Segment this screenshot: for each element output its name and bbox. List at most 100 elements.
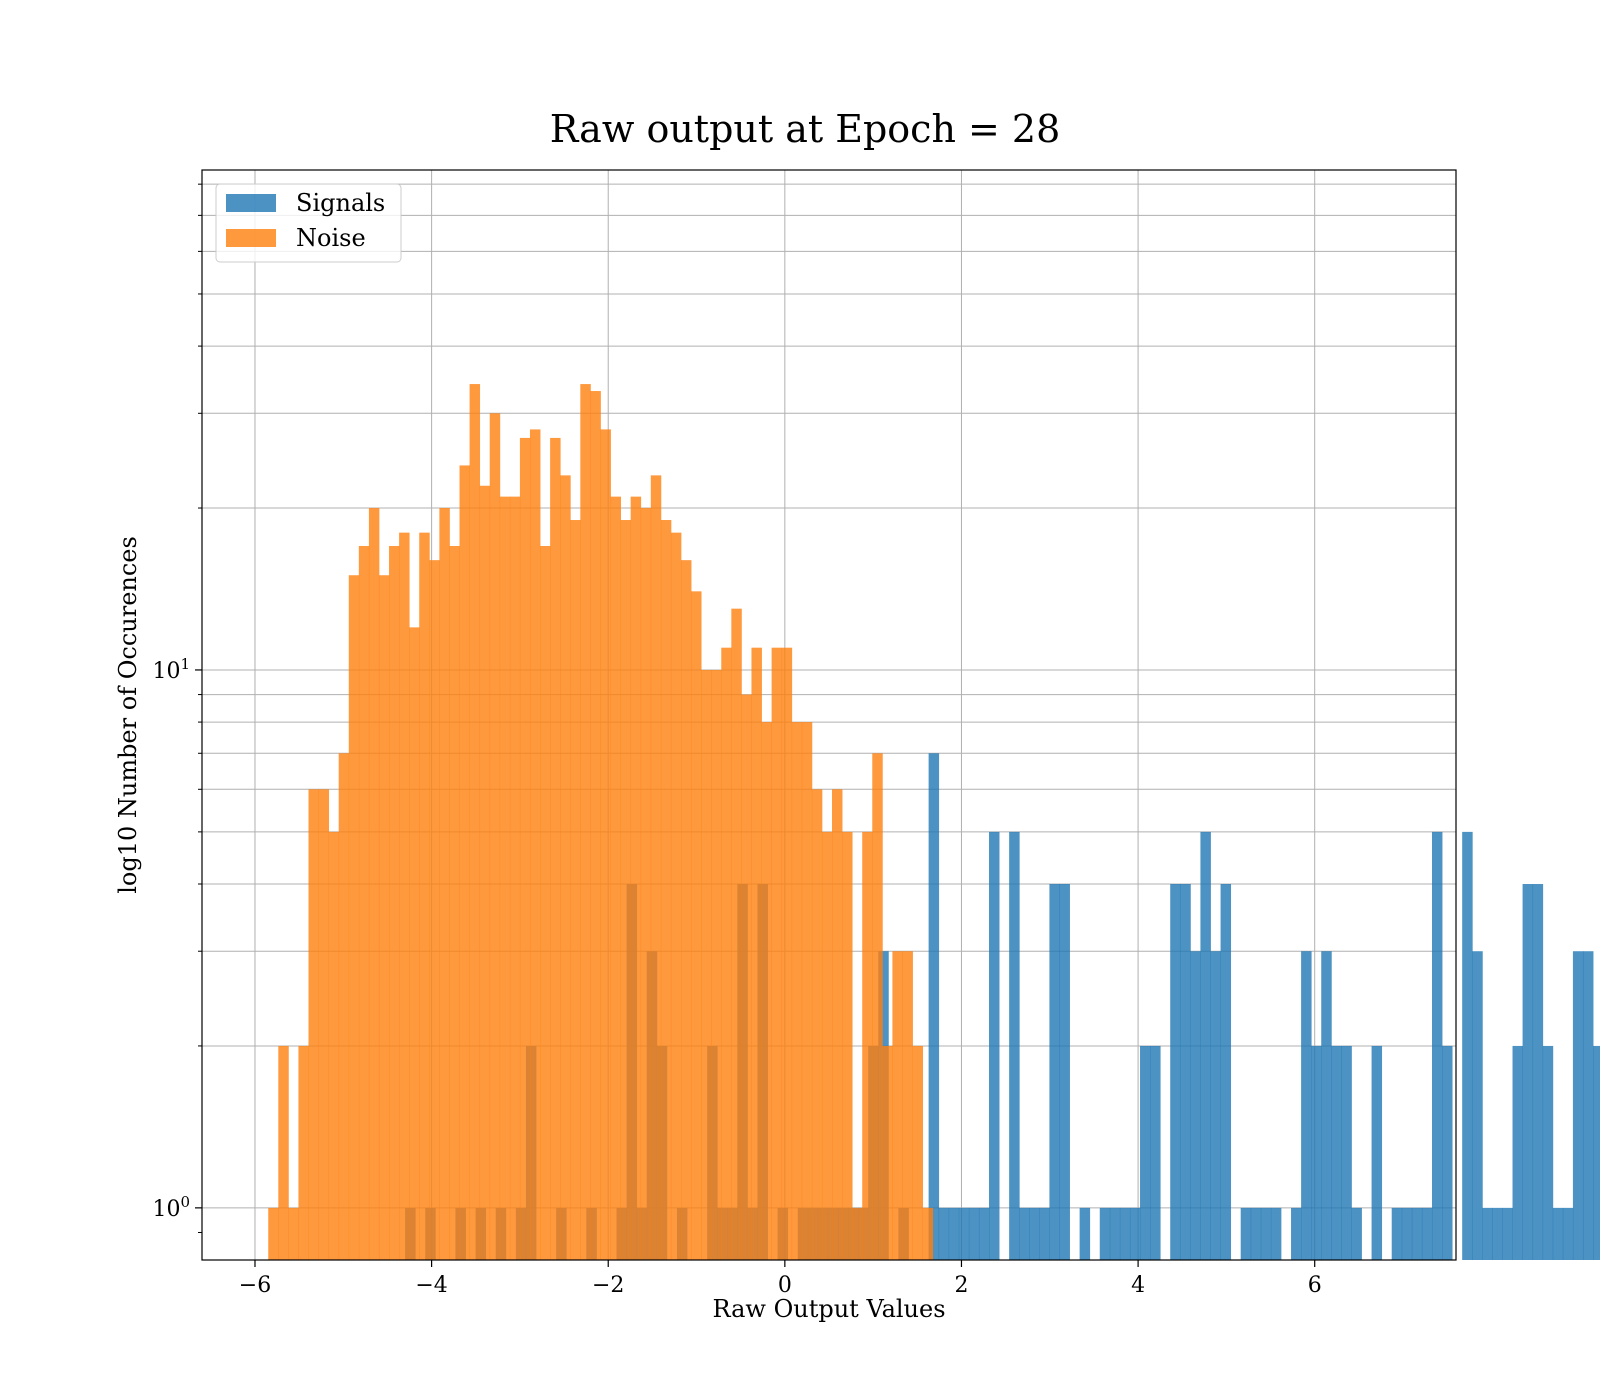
histogram-bar-noise bbox=[298, 1045, 309, 1260]
histogram-bar-noise bbox=[409, 627, 420, 1260]
histogram-bar-noise bbox=[801, 722, 813, 1260]
histogram-bar-signals bbox=[1562, 1207, 1574, 1260]
histogram-bar-signals bbox=[1180, 884, 1191, 1260]
histogram-bar-noise bbox=[862, 831, 873, 1260]
histogram-bar-noise bbox=[519, 437, 531, 1261]
histogram-bar-signals bbox=[1109, 1207, 1121, 1260]
histogram-bar-noise bbox=[439, 508, 450, 1260]
histogram-bar-signals bbox=[1542, 1045, 1554, 1260]
histogram-bar-noise bbox=[560, 475, 571, 1260]
histogram-bar-noise bbox=[419, 532, 430, 1260]
histogram-bar-signals bbox=[1351, 1207, 1362, 1260]
x-tick-label: 6 bbox=[1308, 1273, 1322, 1298]
histogram-bar-signals bbox=[1341, 1045, 1352, 1260]
plot-frame bbox=[201, 169, 1457, 1261]
histogram-bar-signals bbox=[1240, 1207, 1252, 1260]
x-tick-label: 2 bbox=[954, 1273, 968, 1298]
x-tick-label: 4 bbox=[1131, 1273, 1145, 1298]
histogram-bar-noise bbox=[741, 694, 752, 1260]
chart-title: Raw output at Epoch = 28 bbox=[550, 107, 1061, 151]
histogram-bar-signals bbox=[1572, 951, 1584, 1260]
histogram-bar-signals bbox=[1220, 884, 1232, 1260]
histogram-bar-signals bbox=[1250, 1207, 1262, 1260]
histogram-bar-noise bbox=[892, 951, 903, 1260]
histogram-bar-noise bbox=[680, 560, 692, 1260]
histogram-bar-signals bbox=[1049, 884, 1060, 1260]
histogram-bar-signals bbox=[1401, 1207, 1413, 1260]
histogram-bar-signals bbox=[1270, 1207, 1282, 1260]
histogram-bar-noise bbox=[278, 1045, 289, 1260]
histogram-bar-signals bbox=[1593, 1045, 1600, 1260]
legend: Signals Noise bbox=[215, 183, 402, 263]
histogram-bar-noise bbox=[781, 647, 793, 1260]
histogram-bar-noise bbox=[378, 575, 390, 1260]
histogram-bar-noise bbox=[852, 1207, 863, 1260]
histogram-bar-signals bbox=[1492, 1207, 1503, 1260]
histogram-bar-noise bbox=[811, 789, 823, 1260]
histogram-bar-signals bbox=[1462, 831, 1473, 1260]
histogram-bar-noise bbox=[691, 591, 702, 1260]
legend-label-signals: Signals bbox=[296, 189, 385, 217]
histogram-bar-signals bbox=[1582, 951, 1594, 1260]
histogram-bar-noise bbox=[821, 831, 833, 1260]
histogram-bar-noise bbox=[701, 669, 712, 1260]
histogram-bar-signals bbox=[1009, 831, 1020, 1260]
histogram-bar-signals bbox=[1019, 1207, 1030, 1260]
histogram-bar-signals bbox=[1431, 831, 1443, 1260]
histogram-bar-noise bbox=[922, 1207, 934, 1260]
histogram-bar-signals bbox=[978, 1207, 990, 1260]
histogram-bar-noise bbox=[268, 1207, 279, 1260]
histogram-bar-signals bbox=[1190, 951, 1201, 1260]
histogram-bar-signals bbox=[1371, 1045, 1383, 1260]
histogram-bar-noise bbox=[610, 496, 621, 1260]
histogram-bar-signals bbox=[1512, 1045, 1523, 1260]
histogram-bar-signals bbox=[1099, 1207, 1111, 1260]
histogram-bar-noise bbox=[580, 384, 591, 1260]
histogram-bar-noise bbox=[318, 789, 330, 1260]
histogram-bar-signals bbox=[1140, 1045, 1151, 1260]
histogram-bar-noise bbox=[882, 1045, 893, 1260]
histogram-bar-noise bbox=[751, 647, 762, 1260]
histogram-bar-noise bbox=[660, 520, 672, 1260]
histogram-bar-signals bbox=[1482, 1207, 1493, 1260]
histogram-bars bbox=[268, 384, 1600, 1261]
histogram-bar-signals bbox=[1210, 951, 1221, 1260]
histogram-bar-noise bbox=[791, 722, 803, 1260]
y-tick-label: 100 bbox=[152, 1193, 190, 1222]
x-tick-label: −4 bbox=[415, 1273, 447, 1298]
histogram-bar-noise bbox=[358, 545, 370, 1260]
histogram-bar-signals bbox=[1260, 1207, 1272, 1260]
histogram-bar-noise bbox=[550, 437, 561, 1261]
histogram-bar-noise bbox=[600, 429, 611, 1260]
histogram-bar-signals bbox=[1502, 1207, 1513, 1260]
histogram-bar-noise bbox=[509, 496, 521, 1260]
histogram-bar-signals bbox=[1522, 884, 1534, 1260]
histogram-bar-noise bbox=[902, 951, 913, 1260]
histogram-bar-signals bbox=[1321, 951, 1332, 1260]
axis-ticks: −6 −4 −2 0 2 4 6 100 101 bbox=[152, 183, 1322, 1298]
histogram-bar-signals bbox=[1059, 884, 1070, 1260]
histogram-bar-noise bbox=[469, 384, 481, 1260]
histogram-bar-noise bbox=[540, 545, 551, 1260]
histogram-bar-noise bbox=[711, 669, 722, 1260]
x-tick-label: −6 bbox=[239, 1273, 271, 1298]
legend-label-noise: Noise bbox=[296, 224, 366, 252]
histogram-bar-noise bbox=[842, 831, 853, 1260]
histogram-bar-noise bbox=[328, 831, 340, 1260]
histogram-bar-noise bbox=[449, 545, 460, 1260]
histogram-bar-signals bbox=[1331, 1045, 1342, 1260]
histogram-bar-noise bbox=[630, 496, 642, 1260]
histogram-bar-signals bbox=[958, 1207, 970, 1260]
histogram-bar-noise bbox=[590, 391, 601, 1260]
histogram-bar-signals bbox=[1552, 1207, 1564, 1260]
histogram-bar-signals bbox=[968, 1207, 980, 1260]
histogram-bar-noise bbox=[731, 608, 742, 1260]
histogram-bar-signals bbox=[1129, 1207, 1141, 1260]
histogram-bar-signals bbox=[1039, 1207, 1050, 1260]
histogram-bar-signals bbox=[1301, 951, 1312, 1260]
histogram-bar-noise bbox=[459, 465, 470, 1260]
histogram-bar-noise bbox=[872, 753, 883, 1260]
histogram-bar-signals bbox=[1029, 1207, 1040, 1260]
histogram-bar-signals bbox=[1150, 1045, 1161, 1260]
